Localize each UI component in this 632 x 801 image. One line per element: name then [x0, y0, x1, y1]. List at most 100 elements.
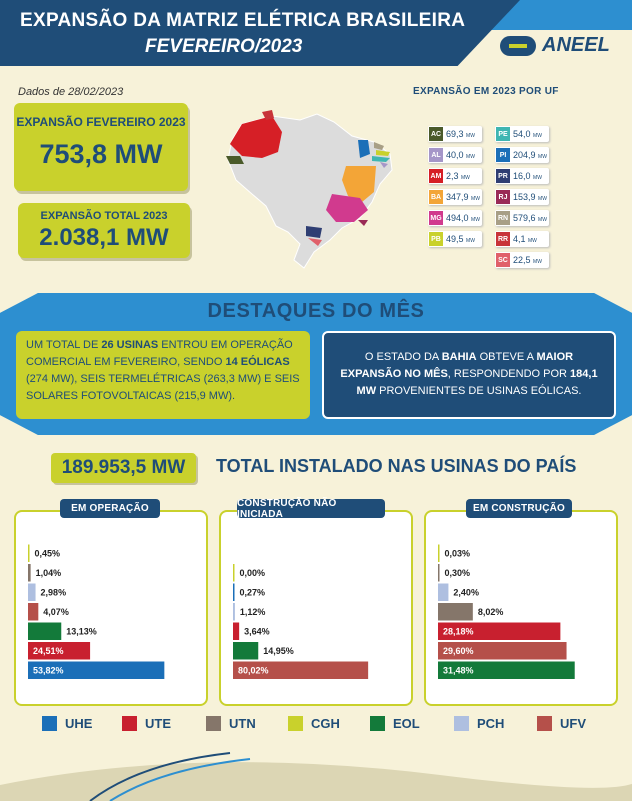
map-ba	[342, 166, 376, 202]
uf-value: 22,5 MW	[513, 255, 542, 265]
expansion-total-value: 2.038,1 MW	[39, 224, 169, 251]
uf-unit: MW	[466, 154, 475, 160]
legend-item-pch: PCH	[454, 716, 504, 731]
header-band	[0, 0, 520, 66]
highlight-right-bold: 184,1 MW	[356, 368, 598, 397]
legend-item-uhe: UHE	[42, 716, 92, 731]
bar-pch	[438, 583, 449, 601]
highlight-right: O ESTADO DA BAHIA OBTEVE A MAIOR EXPANSÃ…	[322, 331, 616, 419]
legend-item-cgh: CGH	[288, 716, 340, 731]
bar-label: 53,82%	[33, 665, 64, 675]
map-ac	[226, 156, 244, 164]
header: EXPANSÃO DA MATRIZ ELÉTRICA BRASILEIRA F…	[0, 0, 632, 80]
bar-label: 2,40%	[453, 587, 479, 597]
legend-swatch	[454, 716, 469, 731]
legend-label: PCH	[477, 716, 505, 731]
bar-uhe	[233, 583, 235, 601]
bar-label: 0,45%	[35, 548, 61, 558]
bar-pch	[28, 583, 36, 601]
highlight-right-text: PROVENIENTES DE USINAS EÓLICAS.	[376, 385, 582, 397]
uf-unit: MW	[533, 133, 542, 139]
legend-label: EOL	[393, 716, 420, 731]
installed-total-value: 189.953,5 MW	[51, 453, 196, 483]
legend-swatch	[537, 716, 552, 731]
uf-item-al: AL 40,0 MW	[428, 147, 482, 163]
highlight-right-text: , RESPONDENDO POR	[447, 368, 571, 380]
date-note: Dados de 28/02/2023	[18, 86, 124, 98]
uf-value: 16,0 MW	[513, 171, 542, 181]
uf-item-sc: SC 22,5 MW	[495, 252, 549, 268]
uf-item-ac: AC 69,3 MW	[428, 126, 482, 142]
uf-unit: MW	[538, 154, 547, 160]
legend-item-ufv: UFV	[537, 716, 586, 731]
uf-value: 54,0 MW	[513, 129, 542, 139]
uf-item-rr: RR 4,1 MW	[495, 231, 549, 247]
expansion-month-label: EXPANSÃO FEVEREIRO 2023	[16, 115, 186, 129]
highlight-left-text: UM TOTAL DE	[26, 339, 102, 351]
highlight-right-text: OBTEVE A	[476, 351, 537, 363]
bar-label: 3,64%	[244, 626, 270, 636]
bar-label: 8,02%	[478, 607, 504, 617]
bar-ute	[438, 622, 561, 640]
uf-item-pe: PE 54,0 MW	[495, 126, 549, 142]
bar-eol	[28, 622, 62, 640]
legend-label: UFV	[560, 716, 586, 731]
uf-unit: MW	[533, 175, 542, 181]
legend-label: UTN	[229, 716, 256, 731]
map-al	[380, 162, 388, 168]
chart-not-started: 0,00% 0,27% 1,12% 3,64% 14,95% 80,02%	[233, 564, 369, 679]
bar-ufv	[438, 642, 567, 660]
expansion-month-box: EXPANSÃO FEVEREIRO 2023 753,8 MW	[14, 103, 188, 191]
legend-swatch	[42, 716, 57, 731]
bar-ute	[233, 622, 240, 640]
uf-value: 347,9 MW	[446, 192, 480, 202]
uf-value: 494,0 MW	[446, 213, 480, 223]
bar-label: 4,07%	[43, 607, 69, 617]
uf-value: 4,1 MW	[513, 234, 537, 244]
bar-label: 1,04%	[36, 568, 62, 578]
map-pb	[376, 150, 390, 156]
uf-item-rn: RN 579,6 MW	[495, 210, 549, 226]
bar-label: 24,51%	[33, 646, 64, 656]
page-subtitle: FEVEREIRO/2023	[145, 36, 303, 57]
bar-label: 0,30%	[445, 568, 471, 578]
map-pe	[372, 156, 390, 162]
map-rn	[374, 142, 384, 150]
expansion-total-label: EXPANSÃO TOTAL 2023	[40, 210, 168, 222]
highlight-left-text: ENTROU EM OPERAÇÃO COMERCIAL EM FEVEREIR…	[26, 339, 293, 368]
panel-construction-title: EM CONSTRUÇÃO	[466, 499, 572, 518]
uf-code: PR	[496, 169, 510, 183]
uf-unit: MW	[466, 238, 475, 244]
highlight-left: UM TOTAL DE 26 USINAS ENTROU EM OPERAÇÃO…	[16, 331, 310, 419]
uf-code: BA	[429, 190, 443, 204]
chart-construction: 0,03% 0,30% 2,40% 8,02% 28,18% 29,60% 31,48%	[438, 544, 575, 679]
bar-label: 80,02%	[238, 665, 269, 675]
bar-label: 0,00%	[240, 568, 266, 578]
bar-utn	[28, 564, 31, 582]
highlight-left-text: (274 MW), SEIS TERMELÉTRICAS (263,3 MW) …	[26, 373, 300, 402]
bar-utn	[438, 603, 473, 621]
brazil-map	[226, 110, 393, 269]
uf-value: 40,0 MW	[446, 150, 475, 160]
bar-label: 14,95%	[263, 646, 294, 656]
uf-item-rj: RJ 153,9 MW	[495, 189, 549, 205]
uf-unit: MW	[461, 175, 470, 181]
highlight-left-bold: 14 EÓLICAS	[225, 356, 290, 368]
uf-value: 69,3 MW	[446, 129, 475, 139]
expansion-total-box: EXPANSÃO TOTAL 2023 2.038,1 MW	[18, 203, 190, 258]
bar-label: 1,12%	[240, 607, 266, 617]
uf-unit: MW	[466, 133, 475, 139]
legend-label: UTE	[145, 716, 171, 731]
legend-label: CGH	[311, 716, 340, 731]
uf-item-mg: MG 494,0 MW	[428, 210, 482, 226]
aneel-logo: ANEEL	[500, 34, 610, 57]
uf-code: RN	[496, 211, 510, 225]
map-sc	[308, 238, 322, 246]
uf-unit: MW	[471, 196, 480, 202]
footer-decoration	[0, 752, 632, 801]
bar-ufv	[233, 661, 369, 679]
uf-value: 153,9 MW	[513, 192, 547, 202]
legend: UHE UTE UTN CGH EOL PCH UFV	[0, 716, 632, 740]
uf-item-ba: BA 347,9 MW	[428, 189, 482, 205]
uf-unit: MW	[528, 238, 537, 244]
